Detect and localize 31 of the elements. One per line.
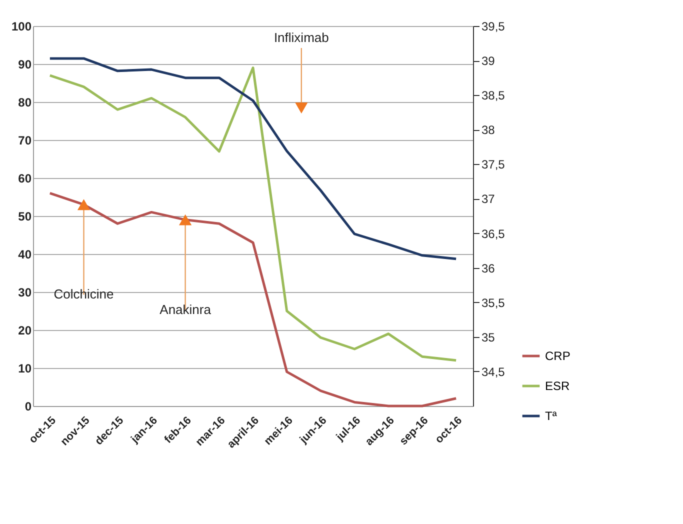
y-tick-label: 20 — [18, 324, 32, 338]
y-tick-label: 70 — [18, 134, 32, 148]
y2-tick-label: 35,5 — [482, 296, 506, 310]
y2-tick-label: 36,5 — [482, 226, 506, 241]
y-tick-label: 80 — [18, 96, 32, 110]
annotation: Anakinra — [160, 302, 212, 317]
y2-tick-label: 37,5 — [482, 158, 506, 172]
y2-tick-label: 35 — [482, 330, 496, 344]
y-tick-label: 0 — [24, 400, 32, 414]
annotation: Infliximab — [274, 30, 329, 45]
legend-label: Tª — [545, 409, 558, 423]
y2-tick-label: 39 — [482, 54, 496, 68]
line-series — [48, 57, 458, 260]
line-series — [48, 66, 458, 362]
y-tick-label: 10 — [18, 362, 32, 376]
y-tick-label: 100 — [11, 20, 32, 34]
y2-tick-label: 34,5 — [482, 364, 506, 379]
y-tick-label: 60 — [18, 172, 32, 186]
legend-label: CRP — [545, 349, 570, 363]
y2-tick-label: 39,5 — [482, 20, 506, 34]
y-tick-label: 30 — [18, 286, 32, 300]
y-tick-label: 50 — [18, 210, 32, 224]
y2-tick-label: 38,5 — [482, 88, 506, 103]
annotation: Colchicine — [54, 286, 114, 302]
y2-tick-label: 38 — [482, 123, 496, 138]
y-tick-label: 40 — [18, 248, 32, 262]
line-series — [48, 192, 458, 408]
legend-label: ESR — [545, 379, 570, 393]
y2-tick-label: 37 — [482, 192, 496, 206]
y2-tick-label: 36 — [482, 261, 496, 276]
y-tick-label: 90 — [18, 58, 32, 72]
